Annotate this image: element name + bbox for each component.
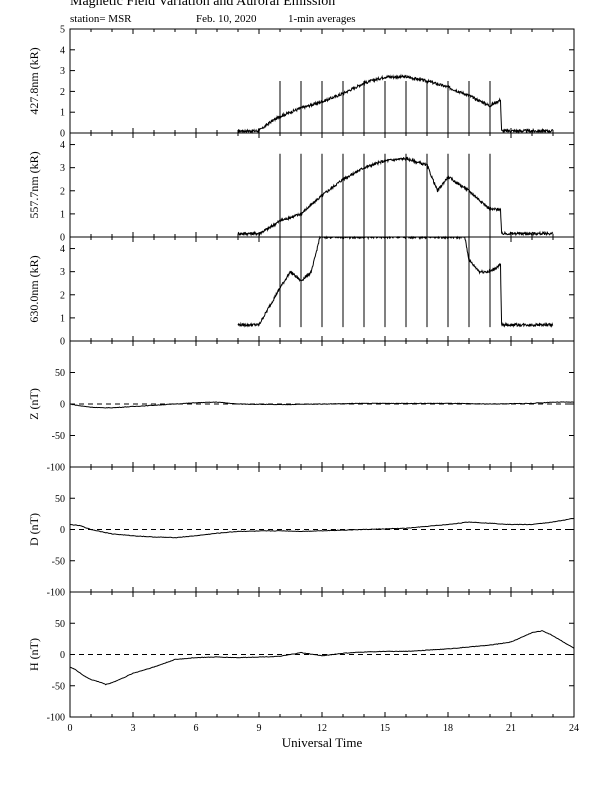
x-tick-label: 6 [194, 723, 199, 734]
panel-H: -100 -50 0 50 H (nT) 0 3 6 9 12 15 18 21 24 Universal … [27, 591, 579, 750]
panel-427-8nm: 0 1 2 3 4 5 427.8nm (kR) [27, 25, 575, 140]
series-line [69, 630, 575, 686]
x-tick-label: 18 [443, 723, 453, 734]
date-label: Feb. 10, 2020 [196, 13, 257, 25]
y-tick-label: 4 [60, 45, 65, 56]
x-tick-label: 24 [569, 723, 579, 734]
y-tick-label: 3 [60, 267, 65, 278]
y-tick-label: 1 [60, 108, 65, 119]
y-tick-label: -50 [52, 431, 65, 442]
y-tick-label: -100 [47, 588, 65, 599]
y-tick-label: 0 [60, 233, 65, 244]
y-tick-label: 0 [60, 337, 65, 348]
y-tick-label: 0 [60, 400, 65, 411]
y-axis-label: H (nT) [27, 638, 41, 671]
y-tick-label: 3 [60, 163, 65, 174]
y-tick-label: -100 [47, 713, 65, 724]
y-tick-label: 2 [60, 87, 65, 98]
y-tick-label: 5 [60, 25, 65, 36]
panel-630-0nm: 0 1 2 3 4 630.0nm (kR) [27, 235, 575, 348]
y-tick-label: -50 [52, 681, 65, 692]
y-tick-label: 1 [60, 313, 65, 324]
chart-title: Magnetic Field Variation and Auroral Emi… [70, 0, 336, 9]
averaging-label: 1-min averages [288, 13, 356, 25]
y-tick-label: 0 [60, 129, 65, 140]
y-tick-label: 50 [55, 619, 65, 630]
station-label: station= MSR [70, 13, 132, 25]
y-tick-label: 3 [60, 66, 65, 77]
y-tick-label: 1 [60, 209, 65, 220]
y-tick-label: 4 [60, 244, 65, 255]
y-axis-label: 557.7nm (kR) [27, 151, 41, 218]
y-axis-label: Z (nT) [27, 388, 41, 420]
x-tick-label: 3 [131, 723, 136, 734]
panel-Z: -100 -50 0 50 Z (nT) [27, 340, 575, 474]
series-line [237, 73, 554, 135]
panel-557-7nm: 0 1 2 3 4 557.7nm (kR) [27, 132, 575, 244]
series-line [237, 235, 554, 328]
y-tick-label: -50 [52, 556, 65, 567]
x-tick-label: 15 [380, 723, 390, 734]
y-tick-label: 50 [55, 494, 65, 505]
y-tick-label: 0 [60, 650, 65, 661]
x-axis-label: Universal Time [282, 735, 363, 750]
series-line [69, 401, 574, 409]
y-tick-label: 2 [60, 290, 65, 301]
y-axis-label: D (nT) [27, 513, 41, 546]
y-tick-label: 50 [55, 368, 65, 379]
y-tick-label: 2 [60, 186, 65, 197]
x-tick-label: 12 [317, 723, 327, 734]
series-line [237, 156, 554, 237]
y-axis-label: 427.8nm (kR) [27, 47, 41, 114]
x-tick-label: 9 [257, 723, 262, 734]
series-line [69, 517, 575, 539]
x-tick-label: 21 [506, 723, 516, 734]
y-axis-label: 630.0nm (kR) [27, 255, 41, 322]
x-tick-label: 0 [68, 723, 73, 734]
y-tick-label: 0 [60, 525, 65, 536]
panel-D: -100 -50 0 50 D (nT) [27, 466, 575, 599]
y-tick-label: 4 [60, 140, 65, 151]
y-tick-label: -100 [47, 463, 65, 474]
